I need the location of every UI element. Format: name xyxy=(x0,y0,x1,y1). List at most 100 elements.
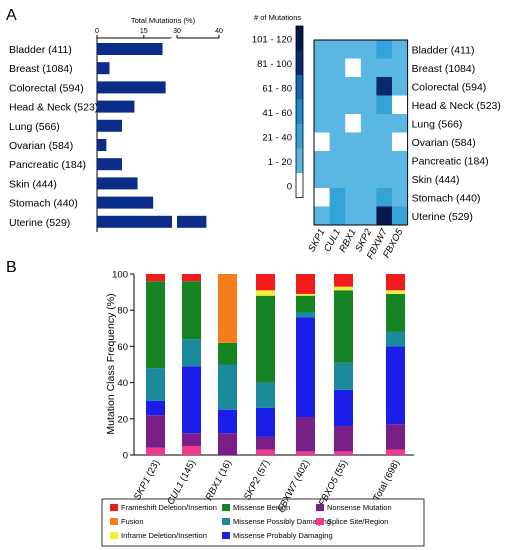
stack-category-label: Total (698) xyxy=(371,458,402,503)
stack-seg-total-698-missense-possibly-damaging xyxy=(386,331,405,347)
heat-cell-skin-444-fbxo5 xyxy=(392,169,408,189)
stack-seg-skp1-23-splice-site-region xyxy=(146,447,165,455)
heat-cell-pancreatic-184-cul1 xyxy=(329,151,346,170)
heat-row-label: Pancreatic (184) xyxy=(412,155,489,167)
bar-category-label: Lung (566) xyxy=(9,121,60,133)
bar-category-label: Uterine (529) xyxy=(9,217,70,229)
stack-seg-rbx1-16-missense-probably-damaging xyxy=(218,409,237,434)
heat-cell-bladder-411-fbxw7 xyxy=(376,40,393,59)
stack-seg-skp2-57-splice-site-region xyxy=(256,449,275,455)
stack-category-label: FBXO5 (55) xyxy=(317,458,351,508)
heat-cell-colorectal-594-fbxw7 xyxy=(376,77,393,96)
stack-seg-skp1-23-missense-possibly-damaging xyxy=(146,368,165,401)
mutation-count-heatmap: Bladder (411) Breast (1084) Colorectal (59… xyxy=(252,13,501,261)
legend-label-nonsense-mutation: Nonsense Mutation xyxy=(327,503,392,512)
stack-seg-fbxw7-402-missense-possibly-damaging xyxy=(296,312,315,318)
heat-cell-skin-444-fbxw7 xyxy=(376,169,393,189)
bar-category-label: Skin (444) xyxy=(9,178,57,190)
stack-y-tick-label: 80 xyxy=(117,306,128,317)
stack-seg-cul1-145-missense-possibly-damaging xyxy=(182,339,201,367)
stack-seg-fbxo5-55-missense-probably-damaging xyxy=(334,389,353,427)
heat-row-label: Bladder (411) xyxy=(412,44,475,56)
heat-legend-title: # of Mutations xyxy=(254,13,301,22)
stack-y-tick-label: 40 xyxy=(117,378,128,389)
legend-swatch-fusion xyxy=(110,518,118,525)
legend-swatch-missense-probably-damaging xyxy=(222,532,230,539)
heat-legend-swatch xyxy=(296,50,303,75)
legend-swatch-inframe-deletion-insertion xyxy=(110,532,118,539)
stack-seg-rbx1-16-nonsense-mutation xyxy=(218,433,237,455)
heat-cell-ovarian-584-cul1 xyxy=(329,132,346,152)
heat-cell-pancreatic-184-fbxo5 xyxy=(392,151,408,170)
heat-cell-bladder-411-fbxo5 xyxy=(392,40,408,59)
bar-stomach-440 xyxy=(97,196,154,209)
heat-cell-bladder-411-skp1 xyxy=(314,40,330,59)
heat-legend-label: 21 - 40 xyxy=(262,132,292,143)
stack-seg-skp2-57-inframe-deletion-insertion xyxy=(256,290,275,296)
stack-seg-skp2-57-frameshift-deletion-insertion xyxy=(256,274,275,291)
stack-seg-total-698-splice-site-region xyxy=(386,449,405,455)
heat-row-label: Breast (1084) xyxy=(412,63,476,75)
legend-swatch-frameshift-deletion-insertion xyxy=(110,504,118,511)
legend-label-frameshift-deletion-insertion: Frameshift Deletion/Insertion xyxy=(121,503,217,512)
heat-row-label: Lung (566) xyxy=(412,118,463,130)
bar-colorectal-594 xyxy=(97,81,166,94)
heat-cell-head-neck-523-cul1 xyxy=(329,95,346,115)
heat-cell-breast-1084-skp1 xyxy=(314,58,330,78)
stack-seg-fbxo5-55-missense-possibly-damaging xyxy=(334,362,353,390)
heat-cell-uterine-529-skp1 xyxy=(314,206,330,226)
stack-seg-fbxw7-402-frameshift-deletion-insertion xyxy=(296,274,315,294)
heat-cell-pancreatic-184-skp2 xyxy=(360,151,377,170)
heat-cell-head-neck-523-skp1 xyxy=(314,95,330,115)
legend-frame xyxy=(101,498,425,547)
heat-legend-label: 61 - 80 xyxy=(262,83,292,94)
legend-swatch-missense-possibly-damaging xyxy=(222,518,230,525)
stack-seg-fbxo5-55-missense-benign xyxy=(334,290,353,363)
stack-seg-fbxw7-402-nonsense-mutation xyxy=(296,416,315,452)
stack-seg-cul1-145-splice-site-region xyxy=(182,445,201,455)
heat-legend-swatch xyxy=(296,75,303,100)
heat-cell-uterine-529-fbxw7 xyxy=(376,206,393,226)
heat-cell-pancreatic-184-rbx1 xyxy=(345,151,362,170)
heat-cell-skin-444-skp1 xyxy=(314,169,330,189)
heat-cell-breast-1084-fbxo5 xyxy=(392,58,408,78)
stack-seg-total-698-inframe-deletion-insertion xyxy=(386,290,405,294)
heat-legend-label: 0 xyxy=(287,181,292,192)
bar-uterine-529-continued xyxy=(177,215,207,228)
stack-seg-fbxo5-55-inframe-deletion-insertion xyxy=(334,286,353,291)
bar-category-label: Head & Neck (523) xyxy=(9,102,98,114)
heat-row-label: Head & Neck (523) xyxy=(412,100,501,112)
bar-category-label: Breast (1084) xyxy=(9,63,73,75)
heat-cell-stomach-440-skp1 xyxy=(314,188,330,207)
stack-seg-total-698-nonsense-mutation xyxy=(386,424,405,450)
heat-row-label: Colorectal (594) xyxy=(412,81,487,93)
stack-seg-skp2-57-nonsense-mutation xyxy=(256,436,275,450)
stack-seg-cul1-145-missense-probably-damaging xyxy=(182,366,201,434)
bar-x-tick-label: 0 xyxy=(95,28,99,35)
stack-seg-fbxo5-55-nonsense-mutation xyxy=(334,426,353,452)
stack-category-label: SKP1 (23) xyxy=(132,458,162,502)
bar-bladder-411 xyxy=(97,43,163,55)
heat-cell-head-neck-523-rbx1 xyxy=(345,95,362,115)
heat-cell-stomach-440-skp2 xyxy=(360,188,377,207)
legend-label-missense-benign: Missense Benign xyxy=(233,503,290,512)
heat-cell-bladder-411-skp2 xyxy=(360,40,377,59)
stack-seg-skp2-57-missense-benign xyxy=(256,295,275,383)
heat-cell-lung-566-cul1 xyxy=(329,114,346,133)
heat-cell-colorectal-594-cul1 xyxy=(329,77,346,96)
heat-cell-lung-566-skp1 xyxy=(314,114,330,133)
heat-row-label: Skin (444) xyxy=(412,174,460,186)
stack-y-tick-label: 0 xyxy=(123,451,128,462)
stack-y-axis-title: Mutation Class Frequency (%) xyxy=(105,293,117,434)
heat-cell-pancreatic-184-skp1 xyxy=(314,151,330,170)
stack-seg-rbx1-16-missense-possibly-damaging xyxy=(218,364,237,410)
stack-seg-fbxw7-402-missense-benign xyxy=(296,295,315,313)
stack-category-label: SKP2 (57) xyxy=(242,458,272,502)
stack-seg-cul1-145-nonsense-mutation xyxy=(182,433,201,446)
bar-x-tick-label: 30 xyxy=(173,28,181,35)
stack-category-label: CUL1 (145) xyxy=(165,458,198,507)
heat-legend-swatch xyxy=(296,173,303,198)
bar-x-tick-label: 40 xyxy=(215,28,223,35)
mutation-percent-bar-chart: Total Mutations (%) 0 15 30 40 Bladder (411) B… xyxy=(9,16,223,232)
